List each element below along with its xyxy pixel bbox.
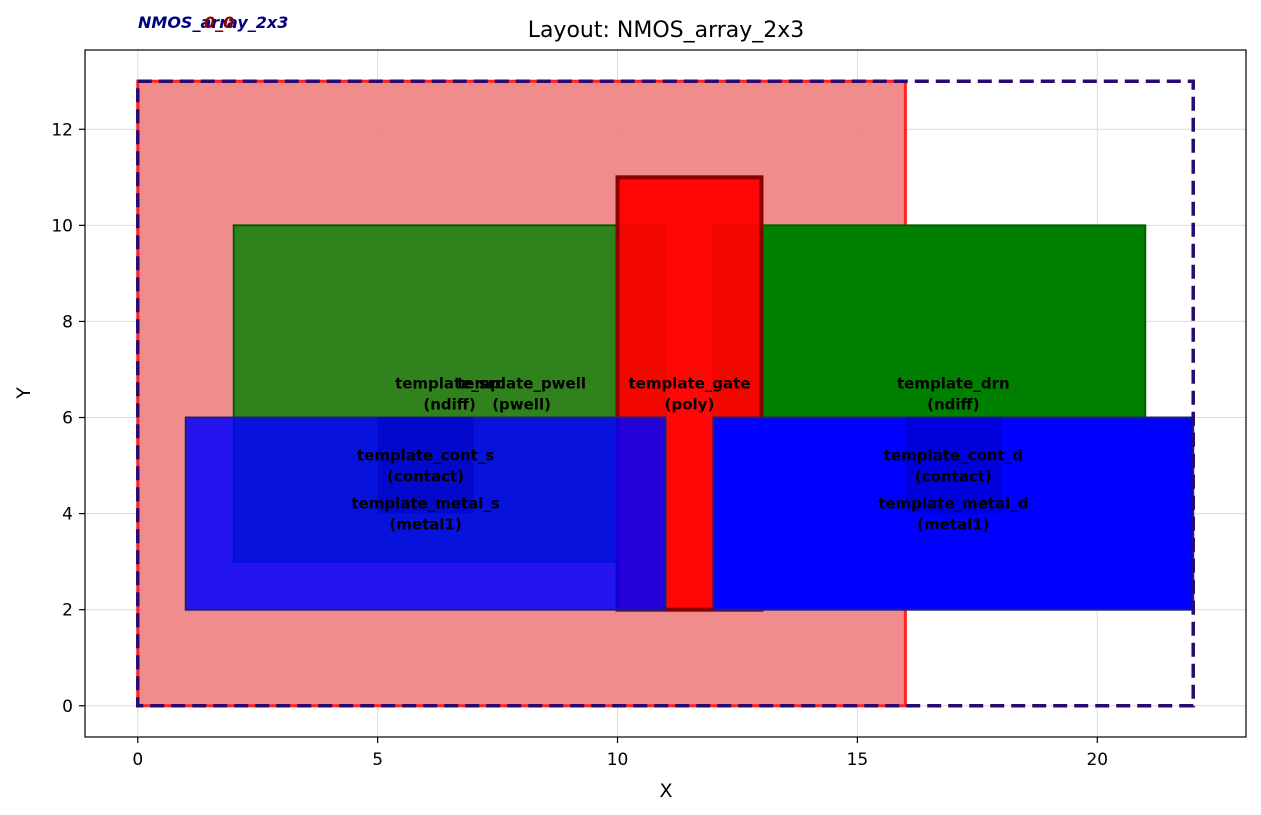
y-tick-label: 0 xyxy=(62,697,73,717)
shape-template-cont-s xyxy=(377,417,474,514)
shape-annotation-label: template_metal_s xyxy=(351,495,500,513)
x-tick-label: 0 xyxy=(132,750,143,770)
plot-frame xyxy=(84,49,1247,738)
layout-shapes xyxy=(136,79,1195,708)
shape-annotation-label: (ndiff) xyxy=(423,396,475,414)
y-tick-label: 6 xyxy=(62,409,73,429)
x-tick-label: 10 xyxy=(607,750,629,770)
shape-annotation-label: (poly) xyxy=(665,396,715,414)
shape-annotation-label: template_cont_d xyxy=(884,447,1023,465)
shape-annotation-label: template_cont_s xyxy=(357,447,494,465)
x-tick-label: 20 xyxy=(1086,750,1108,770)
shape-annotation-label: template_drn xyxy=(897,375,1010,393)
y-tick-label: 10 xyxy=(51,216,73,236)
y-tick-label: 12 xyxy=(51,120,73,140)
shape-NMOS-array-2x3 xyxy=(136,79,1195,708)
shape-annotation-label: template_src xyxy=(395,375,504,393)
x-tick-label: 15 xyxy=(847,750,869,770)
shape-annotation-label: template_gate xyxy=(628,375,750,393)
y-axis-label: Y xyxy=(13,387,35,400)
instance-index-label: 0_0 xyxy=(204,13,234,32)
shape-annotation-label: template_metal_d xyxy=(878,495,1028,513)
chart-title: Layout: NMOS_array_2x3 xyxy=(528,18,805,43)
shape-annotation-label: template_pwell xyxy=(457,375,586,393)
y-tick-label: 2 xyxy=(62,601,73,621)
y-axis-ticks: 0 2 4 6 8 10 12 xyxy=(51,120,85,717)
plot-area: template_src (ndiff) template_pwell (pwell)… xyxy=(51,49,1247,770)
x-tick-label: 5 xyxy=(372,750,383,770)
shape-annotation-label: (metal1) xyxy=(917,516,989,534)
shape-annotation-label: (ndiff) xyxy=(927,396,979,414)
shape-annotation-label: (contact) xyxy=(915,468,992,486)
instance-name-label: NMOS_array_2x3 xyxy=(138,13,288,32)
shape-annotation-label: (contact) xyxy=(387,468,464,486)
x-axis-ticks: 0 5 10 15 20 xyxy=(132,737,1108,770)
y-tick-label: 8 xyxy=(62,312,73,332)
shape-annotation-label: (pwell) xyxy=(492,396,551,414)
y-tick-label: 4 xyxy=(62,505,73,525)
x-axis-label: X xyxy=(659,780,672,802)
shape-annotation-label: (metal1) xyxy=(389,516,461,534)
shape-template-cont-d xyxy=(905,417,1002,514)
shape-annotations: template_src (ndiff) template_pwell (pwell)… xyxy=(351,375,1028,534)
